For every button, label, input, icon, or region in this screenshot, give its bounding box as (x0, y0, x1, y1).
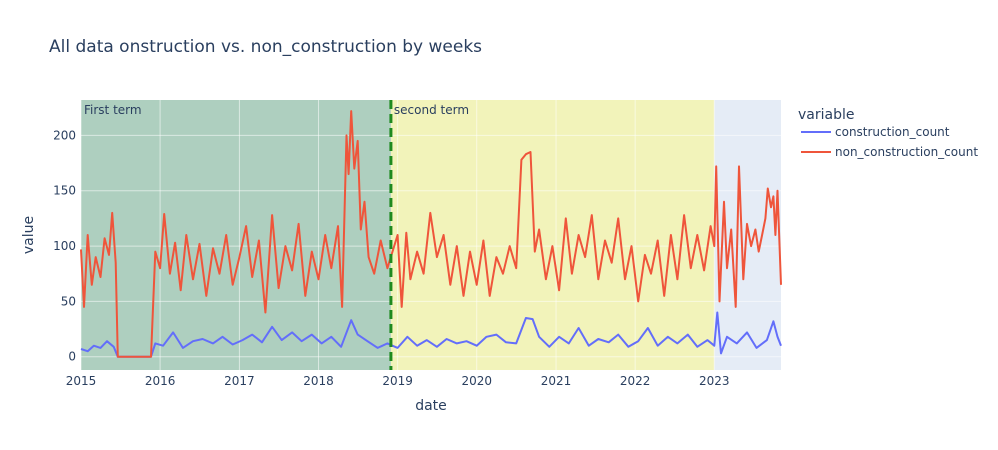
x-tick-label: 2018 (303, 374, 334, 388)
x-tick-label: 2020 (461, 374, 492, 388)
term-region-2 (390, 100, 715, 370)
y-tick-label: 200 (53, 128, 76, 142)
region-labels: First term second term (84, 103, 469, 117)
x-tick-label: 2016 (145, 374, 176, 388)
x-tick-label: 2023 (699, 374, 730, 388)
x-tick-label: 2017 (224, 374, 255, 388)
x-axis-title: date (415, 398, 447, 414)
x-tick-label: 2022 (620, 374, 651, 388)
series-lines (80, 110, 782, 358)
legend-label: construction_count (835, 125, 950, 139)
x-tick-label: 2021 (541, 374, 572, 388)
x-tick-label: 2015 (66, 374, 97, 388)
legend-title: variable (798, 107, 854, 123)
chart-title: All data onstruction vs. non_constructio… (49, 37, 482, 57)
grid-lines (80, 100, 781, 370)
y-axis-ticks: 0 50 100 150 200 (53, 128, 76, 363)
x-axis-ticks: 2015 2016 2017 2018 2019 2020 2021 2022 2023 (66, 374, 730, 388)
y-tick-label: 0 (68, 350, 76, 364)
y-tick-label: 50 (61, 294, 76, 308)
series-line-non-construction-count (80, 110, 782, 358)
legend-label: non_construction_count (835, 145, 978, 159)
region-label: First term (84, 103, 142, 117)
series-line-construction-count (80, 311, 782, 358)
y-axis-title: value (21, 216, 37, 254)
region-label: second term (394, 103, 469, 117)
x-tick-label: 2019 (382, 374, 413, 388)
y-tick-label: 100 (53, 239, 76, 253)
y-tick-label: 150 (53, 184, 76, 198)
legend: variable construction_count non_construct… (798, 107, 978, 159)
